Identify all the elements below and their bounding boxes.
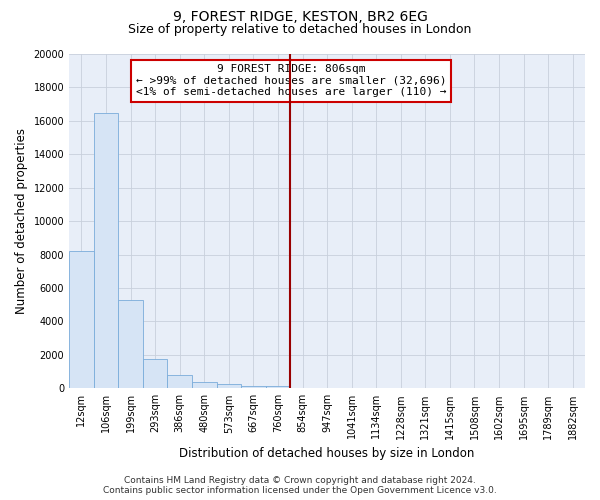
Bar: [143, 359, 167, 388]
Text: 9, FOREST RIDGE, KESTON, BR2 6EG: 9, FOREST RIDGE, KESTON, BR2 6EG: [173, 10, 427, 24]
Bar: [192, 382, 217, 388]
Bar: [266, 386, 290, 388]
Bar: [118, 300, 143, 388]
Bar: [94, 112, 118, 388]
Bar: [217, 384, 241, 388]
Text: 9 FOREST RIDGE: 806sqm
← >99% of detached houses are smaller (32,696)
<1% of sem: 9 FOREST RIDGE: 806sqm ← >99% of detache…: [136, 64, 446, 97]
Y-axis label: Number of detached properties: Number of detached properties: [15, 128, 28, 314]
Bar: [241, 386, 266, 388]
X-axis label: Distribution of detached houses by size in London: Distribution of detached houses by size …: [179, 447, 475, 460]
Text: Contains HM Land Registry data © Crown copyright and database right 2024.
Contai: Contains HM Land Registry data © Crown c…: [103, 476, 497, 495]
Text: Size of property relative to detached houses in London: Size of property relative to detached ho…: [128, 22, 472, 36]
Bar: [167, 375, 192, 388]
Bar: [69, 251, 94, 388]
